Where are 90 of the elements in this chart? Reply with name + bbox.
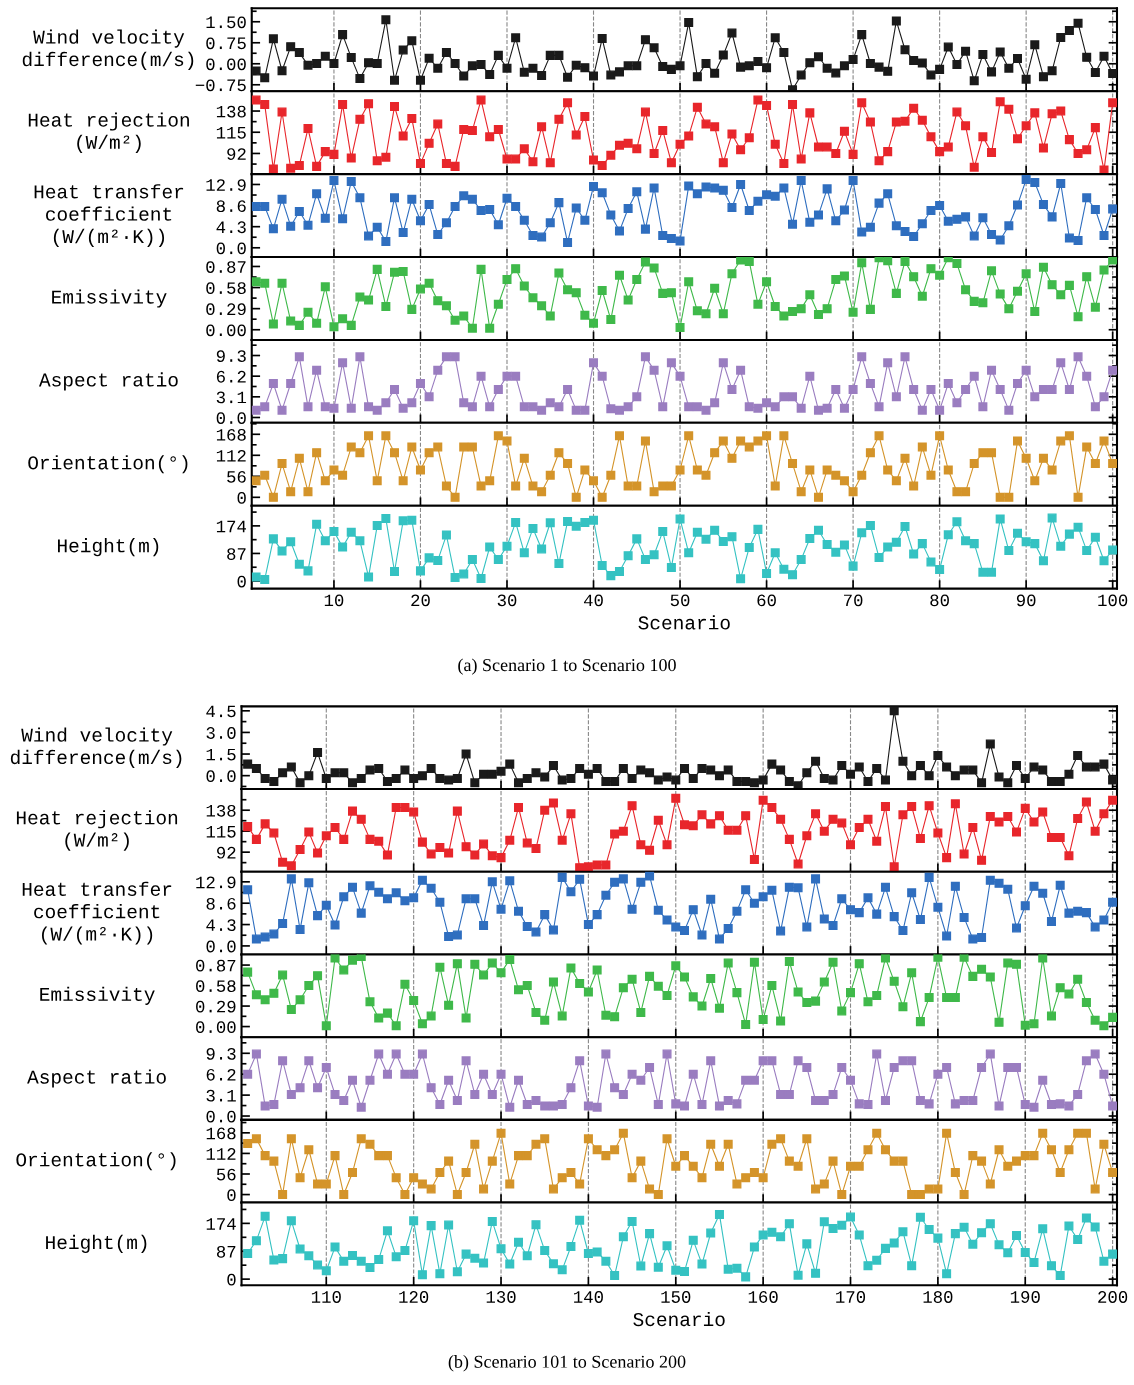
y-tick-label: 56 (216, 1168, 236, 1181)
x-tick-label: 70 (844, 594, 863, 607)
x-tick-label: 10 (324, 594, 344, 607)
y-tick-label: 0.29 (206, 303, 246, 316)
y-tick-label: 115 (216, 127, 246, 139)
x-tick-label: 90 (1016, 594, 1036, 607)
y-axis-title: Orientation(°) (16, 1152, 176, 1171)
y-tick-label: 0.58 (206, 282, 246, 295)
x-tick-label: 50 (670, 594, 690, 607)
y-tick-label: 87 (216, 1245, 236, 1258)
y-tick-label: 0.75 (206, 37, 246, 50)
y-tick-label: 0 (237, 575, 246, 588)
x-tick-label: 160 (748, 1291, 778, 1303)
x-tick-label: 110 (311, 1291, 341, 1303)
x-axis-title: Scenario (638, 615, 730, 630)
y-axis-title: Emissivity (40, 986, 155, 1005)
y-tick-label: 1.50 (206, 16, 246, 29)
y-tick-label: 168 (206, 1127, 236, 1140)
y-tick-label: 138 (216, 105, 246, 118)
y-tick-label: 0.0 (206, 940, 236, 953)
y-axis-title: Wind velocity difference(m/s) (22, 29, 194, 70)
y-tick-label: 4.3 (206, 919, 236, 932)
y-axis-title: Height(m) (58, 538, 159, 557)
text: (a) Scenario 1 to Scenario 100 (458, 658, 676, 675)
y-axis-title: Heat rejection (W/m²) (28, 112, 189, 153)
x-tick-label: 100 (1098, 594, 1128, 607)
y-tick-label: 0.00 (206, 58, 246, 71)
x-tick-label: 190 (1010, 1291, 1040, 1303)
y-axis-title: Emissivity (52, 289, 167, 308)
y-tick-label: 6.2 (206, 1068, 236, 1081)
y-tick-label: 0.58 (196, 980, 236, 993)
y-tick-label: 56 (227, 470, 246, 483)
y-tick-label: 138 (206, 804, 236, 817)
y-tick-label: 8.6 (216, 200, 246, 213)
x-tick-label: 80 (930, 594, 949, 607)
y-tick-label: 112 (216, 449, 246, 462)
y-axis-title: Heat transfer coefficient (W/(m²·K)) (34, 184, 184, 247)
y-tick-label: 0.0 (216, 242, 246, 255)
y-tick-label: 12.9 (196, 876, 236, 889)
y-tick-label: 3.1 (216, 391, 247, 404)
y-axis-title: Height(m) (46, 1234, 147, 1253)
y-tick-label: 9.3 (206, 1047, 236, 1060)
y-axis-title: Aspect ratio (38, 372, 178, 391)
x-tick-label: 40 (583, 594, 603, 607)
x-tick-label: 130 (486, 1291, 516, 1303)
x-tick-label: 20 (411, 594, 430, 607)
y-tick-label: 1.5 (206, 748, 236, 761)
y-tick-label: 0.00 (196, 1021, 236, 1034)
y-tick-label: 115 (206, 826, 236, 838)
x-tick-label: 180 (923, 1291, 953, 1303)
y-tick-label: 0.00 (206, 324, 246, 337)
y-tick-label: 4.5 (206, 705, 236, 718)
y-tick-label: 92 (217, 846, 236, 859)
y-tick-label: −0.75 (195, 79, 246, 92)
y-tick-label: 12.9 (206, 179, 246, 191)
y-axis-title: Heat rejection (W/m²) (16, 810, 178, 851)
y-axis-title: Wind velocity difference(m/s) (10, 727, 182, 768)
x-tick-label: 140 (574, 1291, 603, 1303)
y-tick-label: 0 (227, 1189, 236, 1202)
y-tick-label: 0.87 (206, 261, 246, 273)
y-tick-label: 0.87 (196, 959, 236, 972)
y-tick-label: 0.29 (196, 1000, 236, 1013)
x-tick-label: 120 (399, 1291, 429, 1303)
y-tick-label: 6.2 (216, 370, 246, 383)
y-axis-title: Heat transfer coefficient (W/(m²·K)) (22, 881, 172, 945)
x-axis-title: Scenario (633, 1311, 725, 1327)
y-tick-label: 9.3 (216, 350, 246, 362)
y-tick-label: 0 (237, 492, 246, 504)
y-tick-label: 3.0 (206, 727, 236, 739)
x-tick-label: 200 (1098, 1291, 1128, 1303)
y-tick-label: 174 (206, 1218, 236, 1230)
text: (b) Scenario 101 to Scenario 200 (448, 1355, 686, 1372)
y-tick-label: 3.1 (206, 1089, 236, 1102)
y-tick-label: 87 (227, 548, 246, 560)
x-tick-label: 170 (836, 1291, 866, 1303)
y-tick-label: 0.0 (206, 770, 236, 783)
y-tick-label: 112 (206, 1148, 236, 1160)
y-tick-label: 0.0 (216, 412, 246, 424)
y-tick-label: 92 (227, 148, 246, 160)
x-tick-label: 30 (497, 594, 517, 607)
y-tick-label: 0 (227, 1273, 236, 1286)
x-tick-label: 150 (661, 1291, 691, 1303)
x-tick-label: 60 (757, 594, 776, 607)
y-axis-title: Orientation(°) (28, 455, 188, 474)
y-axis-title: Aspect ratio (27, 1069, 166, 1088)
y-tick-label: 174 (216, 520, 246, 533)
y-tick-label: 4.3 (216, 221, 246, 234)
y-tick-label: 168 (216, 428, 246, 441)
y-tick-label: 0.0 (206, 1110, 236, 1123)
y-tick-label: 8.6 (206, 897, 236, 910)
